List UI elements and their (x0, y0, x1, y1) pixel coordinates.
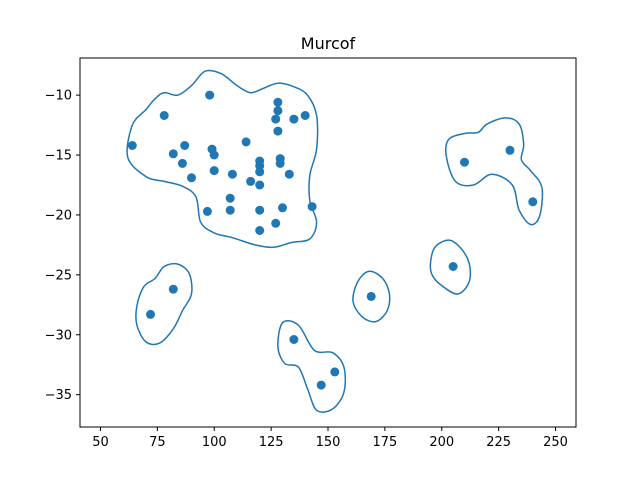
y-tick-label: −10 (45, 89, 72, 104)
point-layer (127, 90, 538, 390)
data-point (275, 158, 285, 168)
data-point (246, 176, 256, 186)
data-point (273, 97, 283, 107)
axis-layer: 50 75 100 125 150 175 200 225 250 −35 −30 −25 −20 −15… (45, 89, 568, 450)
data-point (271, 218, 281, 228)
contour-line-6 (445, 117, 544, 226)
data-point (159, 111, 169, 120)
data-point (273, 126, 283, 136)
x-tick-label: 250 (543, 435, 568, 450)
data-point (255, 180, 265, 190)
y-tick-label: −35 (45, 388, 72, 403)
data-point (284, 169, 294, 179)
data-point (225, 193, 235, 203)
data-point (300, 111, 310, 120)
x-tick-label: 175 (372, 435, 397, 450)
y-tick-label: −20 (45, 208, 72, 223)
contour-line-5 (429, 239, 472, 295)
x-tick-label: 225 (486, 435, 511, 450)
data-point (180, 141, 190, 150)
x-tick-label: 200 (429, 435, 454, 450)
data-point (205, 90, 215, 100)
data-point (209, 150, 219, 160)
data-point (289, 114, 299, 124)
x-tick-label: 50 (92, 435, 109, 450)
data-point (307, 202, 317, 212)
contour-line-2 (135, 262, 193, 346)
y-tick-label: −25 (45, 268, 72, 283)
data-point (127, 141, 137, 150)
x-tick-label: 75 (149, 435, 166, 450)
data-point (460, 157, 469, 167)
data-point (168, 284, 178, 294)
y-tick-label: −15 (45, 149, 72, 164)
data-point (255, 167, 265, 177)
data-point (227, 169, 237, 179)
data-point (528, 197, 538, 207)
contour-line-1 (126, 69, 319, 249)
data-point (505, 145, 515, 155)
data-point (146, 309, 155, 319)
data-point (187, 173, 196, 183)
contour-line-4 (352, 270, 391, 323)
data-point (316, 380, 326, 390)
data-point (168, 149, 178, 159)
data-point (366, 291, 376, 301)
x-tick-label: 125 (259, 435, 284, 450)
data-point (225, 205, 235, 215)
plot-frame (79, 57, 577, 428)
contour-line-3 (277, 320, 347, 413)
x-tick-label: 100 (202, 435, 227, 450)
data-point (271, 114, 281, 124)
data-point (255, 205, 265, 215)
y-tick-label: −30 (45, 328, 72, 343)
data-point (448, 262, 458, 271)
contour-layer (126, 69, 544, 413)
data-point (330, 367, 340, 377)
data-point (289, 335, 299, 344)
data-point (241, 137, 251, 147)
data-point (177, 158, 187, 168)
data-point (273, 106, 283, 116)
chart-title: Murcof (301, 34, 356, 53)
data-point (202, 206, 212, 216)
data-point (209, 166, 219, 176)
data-point (255, 226, 265, 235)
data-point (278, 203, 287, 213)
x-tick-label: 150 (316, 435, 341, 450)
